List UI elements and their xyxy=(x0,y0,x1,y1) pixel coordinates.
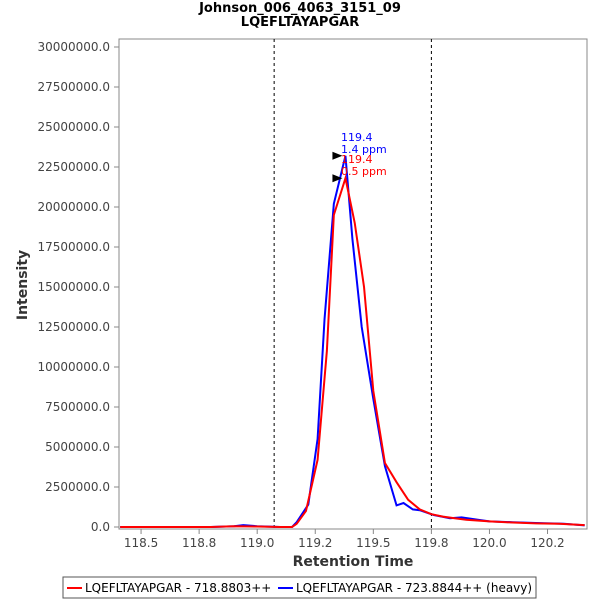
y-tick-label: 12500000.0 xyxy=(37,320,110,334)
peak-annotation: 0.5 ppm xyxy=(341,165,387,178)
y-tick-label: 0.0 xyxy=(91,520,110,534)
y-tick-label: 27500000.0 xyxy=(37,80,110,94)
peak-marker-icon xyxy=(332,174,343,183)
x-tick-label: 118.5 xyxy=(124,536,158,550)
x-tick-label: 120.0 xyxy=(472,536,506,550)
y-tick-label: 10000000.0 xyxy=(37,360,110,374)
peak-annotation: 119.4 xyxy=(341,131,373,144)
chart-title: Johnson_006_4063_3151_09 xyxy=(198,1,401,16)
x-tick-label: 119.0 xyxy=(240,536,274,550)
y-tick-label: 5000000.0 xyxy=(45,440,110,454)
x-axis-label: Retention Time xyxy=(293,554,414,570)
x-tick-label: 120.2 xyxy=(530,536,564,550)
peak-marker-icon xyxy=(332,151,343,160)
peak-annotation: 1.4 ppm xyxy=(341,143,387,156)
series-line-light xyxy=(120,174,585,528)
y-tick-label: 25000000.0 xyxy=(37,120,110,134)
legend xyxy=(62,576,537,599)
y-tick-label: 2500000.0 xyxy=(45,480,110,494)
y-tick-label: 20000000.0 xyxy=(37,200,110,214)
y-tick-label: 22500000.0 xyxy=(37,160,110,174)
x-tick-label: 118.8 xyxy=(182,536,216,550)
plot-area xyxy=(118,38,588,530)
y-tick-label: 7500000.0 xyxy=(45,400,110,414)
x-tick-label: 119.8 xyxy=(414,536,448,550)
y-tick-label: 15000000.0 xyxy=(37,280,110,294)
y-axis-label: Intensity xyxy=(15,250,31,320)
legend-label-heavy: LQEFLTAYAPGAR - 723.8844++ (heavy) xyxy=(296,581,532,595)
x-tick-label: 119.5 xyxy=(356,536,390,550)
peak-annotation: 119.4 xyxy=(341,153,373,166)
y-tick-label: 30000000.0 xyxy=(37,40,110,54)
legend-label-light: LQEFLTAYAPGAR - 718.8803++ xyxy=(85,581,271,595)
chart-subtitle: LQEFLTAYAPGAR xyxy=(241,15,359,30)
y-tick-label: 17500000.0 xyxy=(37,240,110,254)
x-tick-label: 119.2 xyxy=(298,536,332,550)
